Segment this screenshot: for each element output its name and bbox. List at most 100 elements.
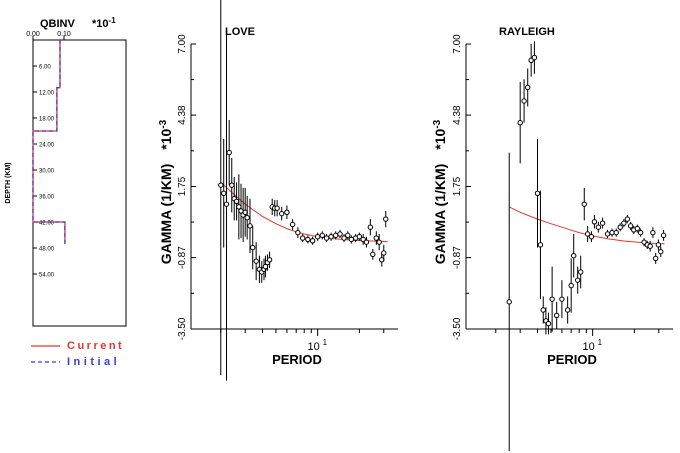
rayleigh-data-point [621,220,627,226]
rayleigh-data-point [588,234,595,240]
love-data-point [370,251,376,258]
love-data-point [328,234,334,240]
love-data-point [266,257,273,263]
love-y-tick-label: -3.50 [177,317,188,340]
rayleigh-panel: RAYLEIGH GAMMA (1/KM)*10-3 7.00 4.38 1.75 -… [432,26,673,452]
love-data-point [284,209,290,215]
rayleigh-data-point [591,219,598,225]
love-xlabel: PERIOD [272,352,322,367]
love-data-point [381,250,387,256]
love-data-point [333,232,339,239]
rayleigh-x-tick-exp: 1 [598,338,603,347]
rayleigh-data-point [613,229,619,236]
qbinv-x-ticks: 0.00 0.10 [26,31,71,40]
rayleigh-y-tick-label: -3.50 [452,317,463,340]
rayleigh-data-point [650,229,656,236]
love-data-point [247,223,253,229]
rayleigh-data-point [564,307,571,313]
rayleigh-data-point [604,231,611,237]
rayleigh-data-point [525,84,531,91]
love-data-point [348,236,355,243]
rayleigh-data-point [624,216,631,222]
qbinv-x-tick-label: 0.00 [26,31,40,38]
love-data-point [319,232,325,239]
rayleigh-x-tick-label: 10 [583,341,595,353]
rayleigh-observed-points [506,41,667,452]
love-data-point [376,239,382,245]
love-data-point [360,236,366,243]
rayleigh-data-point [595,224,602,230]
qbinv-initial-line [32,40,66,244]
love-data-point [223,201,230,207]
love-data-point [309,238,316,244]
love-observed-points [218,0,389,381]
rayleigh-data-point [574,277,581,283]
rayleigh-data-point [655,242,662,248]
qbinv-panel: QBINV *10-1 0.00 0.10 6.00 12.00 18.00 24.00… [5,16,127,327]
rayleigh-data-point [647,243,653,249]
love-data-point [244,215,250,221]
love-data-point [345,232,351,239]
love-data-point [250,244,256,251]
love-data-point [341,235,347,241]
love-title: LOVE [225,26,255,38]
qbinv-y-tick-label: 24.00 [39,143,55,149]
rayleigh-data-point [578,269,584,275]
love-data-point [253,258,259,264]
love-data-point [274,205,280,211]
rayleigh-data-point [540,307,546,313]
love-data-point [314,234,321,240]
qbinv-y-tick-label: 54.00 [39,273,55,279]
love-panel: LOVE GAMMA (1/KM)*10-3 7.00 4.38 1.75 -0.87… [158,0,398,381]
love-data-point [305,236,311,243]
love-data-point [363,239,370,245]
love-data-point [379,257,385,263]
love-data-point [233,198,240,205]
rayleigh-data-point [517,120,523,126]
qbinv-y-tick-label: 12.00 [39,91,55,97]
rayleigh-data-point [568,282,574,289]
qbinv-ylabel: DEPTH (KM) [5,162,12,203]
rayleigh-data-point [634,225,641,232]
rayleigh-data-point [506,299,512,305]
rayleigh-data-point [545,320,552,327]
rayleigh-predicted-line [508,206,665,245]
love-x-tick-label: 10 [308,341,320,353]
rayleigh-data-point [617,224,623,230]
love-y-tick-label: 4.38 [177,105,188,125]
qbinv-y-tick-label: 18.00 [39,117,55,123]
love-data-point [323,235,330,241]
qbinv-scale-exp: -1 [109,16,117,25]
love-data-point [356,234,363,240]
rayleigh-data-point [652,255,659,262]
love-data-point [289,221,296,228]
rayleigh-title: RAYLEIGH [499,26,555,38]
love-data-point [295,229,301,236]
love-data-point [373,235,380,241]
legend: Current Initial [31,340,122,368]
love-data-point [226,149,232,156]
qbinv-x-tick-label: 0.10 [57,31,71,38]
love-data-point [221,190,227,196]
rayleigh-data-point [559,296,565,302]
love-data-point [278,210,285,217]
rayleigh-data-point [553,312,560,319]
rayleigh-data-point [531,54,538,61]
rayleigh-axes: 7.00 4.38 1.75 -0.87 -3.50 10 1 [452,34,673,353]
rayleigh-y-tick-label: 7.00 [452,34,463,54]
rayleigh-data-point [627,223,634,229]
qbinv-y-tick-label: 48.00 [39,247,55,253]
love-data-point [337,231,343,237]
love-data-point [383,216,389,222]
love-x-tick-exp: 1 [323,338,328,347]
qbinv-y-ticks: 6.00 12.00 18.00 24.00 30.00 36.00 42.00 48.00 5… [33,65,55,279]
love-data-point [367,224,374,230]
rayleigh-data-point [599,220,606,226]
rayleigh-data-point [581,201,587,207]
rayleigh-data-point [571,253,577,259]
rayleigh-data-point [537,242,544,248]
qbinv-scale-label: *10-1 [92,16,116,30]
rayleigh-y-tick-label: 1.75 [452,176,463,196]
love-y-tick-label: 7.00 [177,34,188,54]
